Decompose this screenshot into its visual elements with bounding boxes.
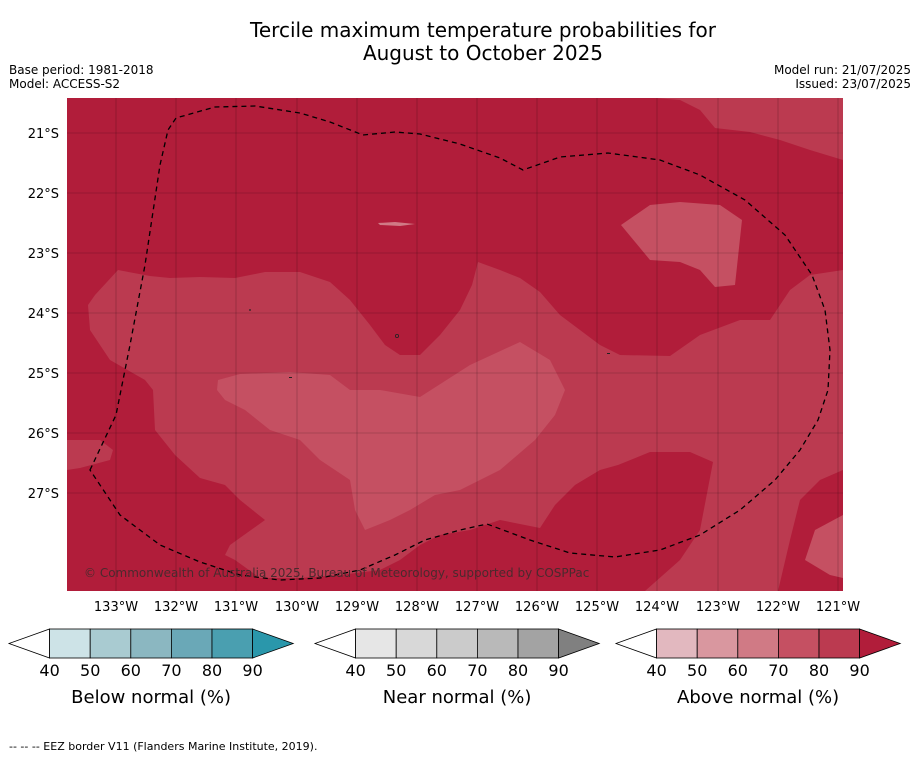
lat-label: 22°S [28, 187, 59, 202]
legend-above: 40 50 60 70 80 90 Above normal (%) [614, 628, 902, 708]
lon-label: 130°W [275, 600, 319, 615]
lon-label: 132°W [154, 600, 198, 615]
legend-title: Below normal (%) [71, 687, 231, 708]
legend-tick-label: 50 [80, 661, 100, 680]
lon-label: 121°W [816, 600, 860, 615]
lat-label: 25°S [28, 367, 59, 382]
legend-tick-label: 40 [345, 661, 365, 680]
legend-arrow-low [614, 628, 657, 659]
legend-near: 40 50 60 70 80 90 Near normal (%) [313, 628, 601, 708]
lon-label: 124°W [635, 600, 679, 615]
legend-arrow-high [252, 628, 295, 659]
lon-label: 128°W [395, 600, 439, 615]
legend-arrow-high [558, 628, 601, 659]
legend-swatch [737, 628, 779, 659]
lon-label: 133°W [94, 600, 138, 615]
lat-label: 24°S [28, 307, 59, 322]
legend-tick-label: 40 [39, 661, 59, 680]
map-title: Tercile maximum temperature probabilitie… [0, 19, 919, 65]
title-line-1: Tercile maximum temperature probabilitie… [250, 18, 716, 42]
legend-tick-label: 60 [121, 661, 141, 680]
model-text: Model: ACCESS-S2 [9, 77, 121, 91]
lon-label: 127°W [455, 600, 499, 615]
lon-label: 129°W [335, 600, 379, 615]
lon-label: 131°W [214, 600, 258, 615]
legend-tick-label: 90 [548, 661, 568, 680]
legend-tick-label: 90 [849, 661, 869, 680]
legend-below: 40 50 60 70 80 90 Below normal (%) [7, 628, 295, 708]
legend-swatch [355, 628, 397, 659]
legend-tick-label: 90 [242, 661, 262, 680]
legend-arrow-high [859, 628, 902, 659]
legend-tick-label: 80 [202, 661, 222, 680]
legend-title: Above normal (%) [677, 687, 839, 708]
legend-arrow-low [7, 628, 50, 659]
issued-text: Issued: 23/07/2025 [795, 77, 911, 91]
legend-tick-label: 50 [386, 661, 406, 680]
lon-label: 125°W [575, 600, 619, 615]
latitude-labels: 21°S 22°S 23°S 24°S 25°S 26°S 27°S [28, 127, 59, 502]
title-line-2: August to October 2025 [362, 41, 604, 65]
legend-tick-label: 70 [467, 661, 487, 680]
legend-tick-label: 80 [809, 661, 829, 680]
legend-tick-label: 80 [508, 661, 528, 680]
lat-label: 27°S [28, 487, 59, 502]
legend-swatch [656, 628, 698, 659]
lon-label: 123°W [696, 600, 740, 615]
legend-tick-label: 70 [161, 661, 181, 680]
legend-arrow-low [313, 628, 357, 659]
legend-swatch [696, 628, 739, 659]
map-plot-area: © Commonwealth of Australia 2025, Bureau… [67, 98, 843, 591]
copyright-text: © Commonwealth of Australia 2025, Bureau… [84, 566, 589, 580]
legend-tick-label: 50 [687, 661, 707, 680]
lon-label: 126°W [515, 600, 559, 615]
legend-swatch [211, 628, 253, 659]
base-period-text: Base period: 1981-2018 [9, 63, 154, 77]
lat-label: 23°S [28, 247, 59, 262]
eez-footnote: -- -- -- EEZ border V11 (Flanders Marine… [9, 740, 318, 753]
probability-band-50 [378, 222, 415, 226]
colour-legends: 40 50 60 70 80 90 Below normal (%) 40 50 60 70 80 90… [7, 628, 902, 708]
legend-swatch [170, 628, 213, 659]
island-markers [249, 309, 610, 378]
legend-tick-label: 60 [728, 661, 748, 680]
legend-swatch [49, 628, 91, 659]
base-info: Base period: 1981-2018 Model: ACCESS-S2 [9, 63, 154, 91]
graticule [67, 98, 843, 591]
legend-tick-label: 60 [427, 661, 447, 680]
legend-swatch [818, 628, 860, 659]
legend-swatch [395, 628, 438, 659]
model-run-text: Model run: 21/07/2025 [773, 63, 911, 77]
probability-band-60 [217, 202, 843, 578]
legend-swatch [89, 628, 132, 659]
legend-swatch [436, 628, 478, 659]
legend-swatch [476, 628, 519, 659]
run-info: Model run: 21/07/2025 Issued: 23/07/2025 [774, 63, 911, 91]
legend-title: Near normal (%) [383, 687, 532, 708]
lat-label: 26°S [28, 427, 59, 442]
legend-swatch [778, 628, 820, 659]
legend-tick-label: 70 [768, 661, 788, 680]
map-figure: © Commonwealth of Australia 2025, Bureau… [7, 98, 902, 708]
lon-label: 122°W [756, 600, 800, 615]
legend-swatch [130, 628, 172, 659]
eez-border [89, 105, 831, 581]
lat-label: 21°S [28, 127, 59, 142]
legend-swatch [517, 628, 559, 659]
longitude-labels: 133°W 132°W 131°W 130°W 129°W 128°W 127°… [94, 600, 860, 615]
legend-tick-label: 40 [646, 661, 666, 680]
